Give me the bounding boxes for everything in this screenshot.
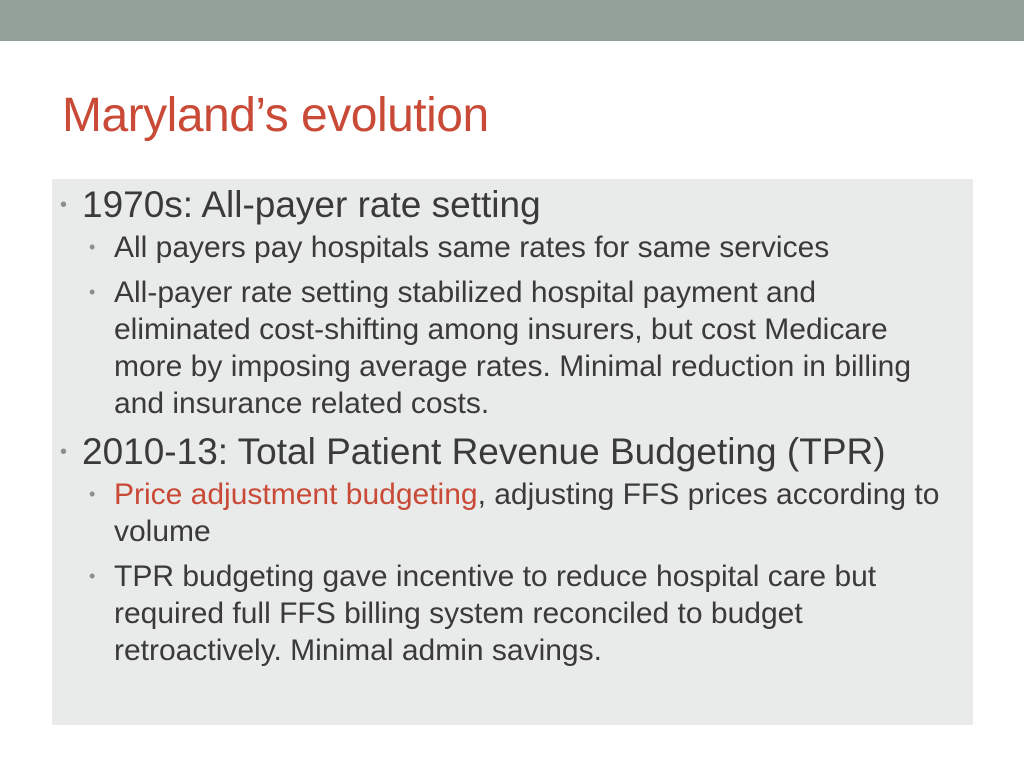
- content-box: • 1970s: All-payer rate setting • All pa…: [52, 179, 973, 725]
- bullet-1970s: • 1970s: All-payer rate setting • All pa…: [52, 185, 973, 422]
- sub-bullet-text: All payers pay hospitals same rates for …: [114, 231, 830, 264]
- bullet-dot-icon: •: [60, 194, 68, 216]
- top-accent-bar: [0, 0, 1024, 41]
- bullet-dot-icon: •: [60, 441, 68, 463]
- sub-bullet-text: TPR budgeting gave incentive to reduce h…: [114, 560, 877, 667]
- bullet-dot-icon: •: [89, 282, 96, 302]
- sub-bullet-text: All-payer rate setting stabilized hospit…: [114, 276, 912, 420]
- bullet-text: 2010-13: Total Patient Revenue Budgeting…: [82, 431, 886, 472]
- sub-bullet-list: • All payers pay hospitals same rates fo…: [82, 229, 973, 422]
- sub-bullet-stabilized-payment: • All-payer rate setting stabilized hosp…: [82, 274, 973, 422]
- bullet-list: • 1970s: All-payer rate setting • All pa…: [52, 179, 973, 677]
- bullet-text: 1970s: All-payer rate setting: [82, 184, 541, 225]
- bullet-dot-icon: •: [89, 237, 96, 257]
- sub-bullet-tpr-incentive: • TPR budgeting gave incentive to reduce…: [82, 558, 973, 669]
- bullet-dot-icon: •: [89, 566, 96, 586]
- sub-bullet-list: • Price adjustment budgeting, adjusting …: [82, 476, 973, 669]
- sub-bullet-text: , adjusting FFS prices according to volu…: [114, 478, 940, 548]
- slide-title: Maryland’s evolution: [62, 89, 489, 142]
- highlighted-term: Price adjustment budgeting: [114, 478, 478, 511]
- bullet-dot-icon: •: [89, 484, 96, 504]
- sub-bullet-price-adjustment: • Price adjustment budgeting, adjusting …: [82, 476, 973, 550]
- bullet-2010-13: • 2010-13: Total Patient Revenue Budgeti…: [52, 432, 973, 669]
- sub-bullet-same-rates: • All payers pay hospitals same rates fo…: [82, 229, 973, 266]
